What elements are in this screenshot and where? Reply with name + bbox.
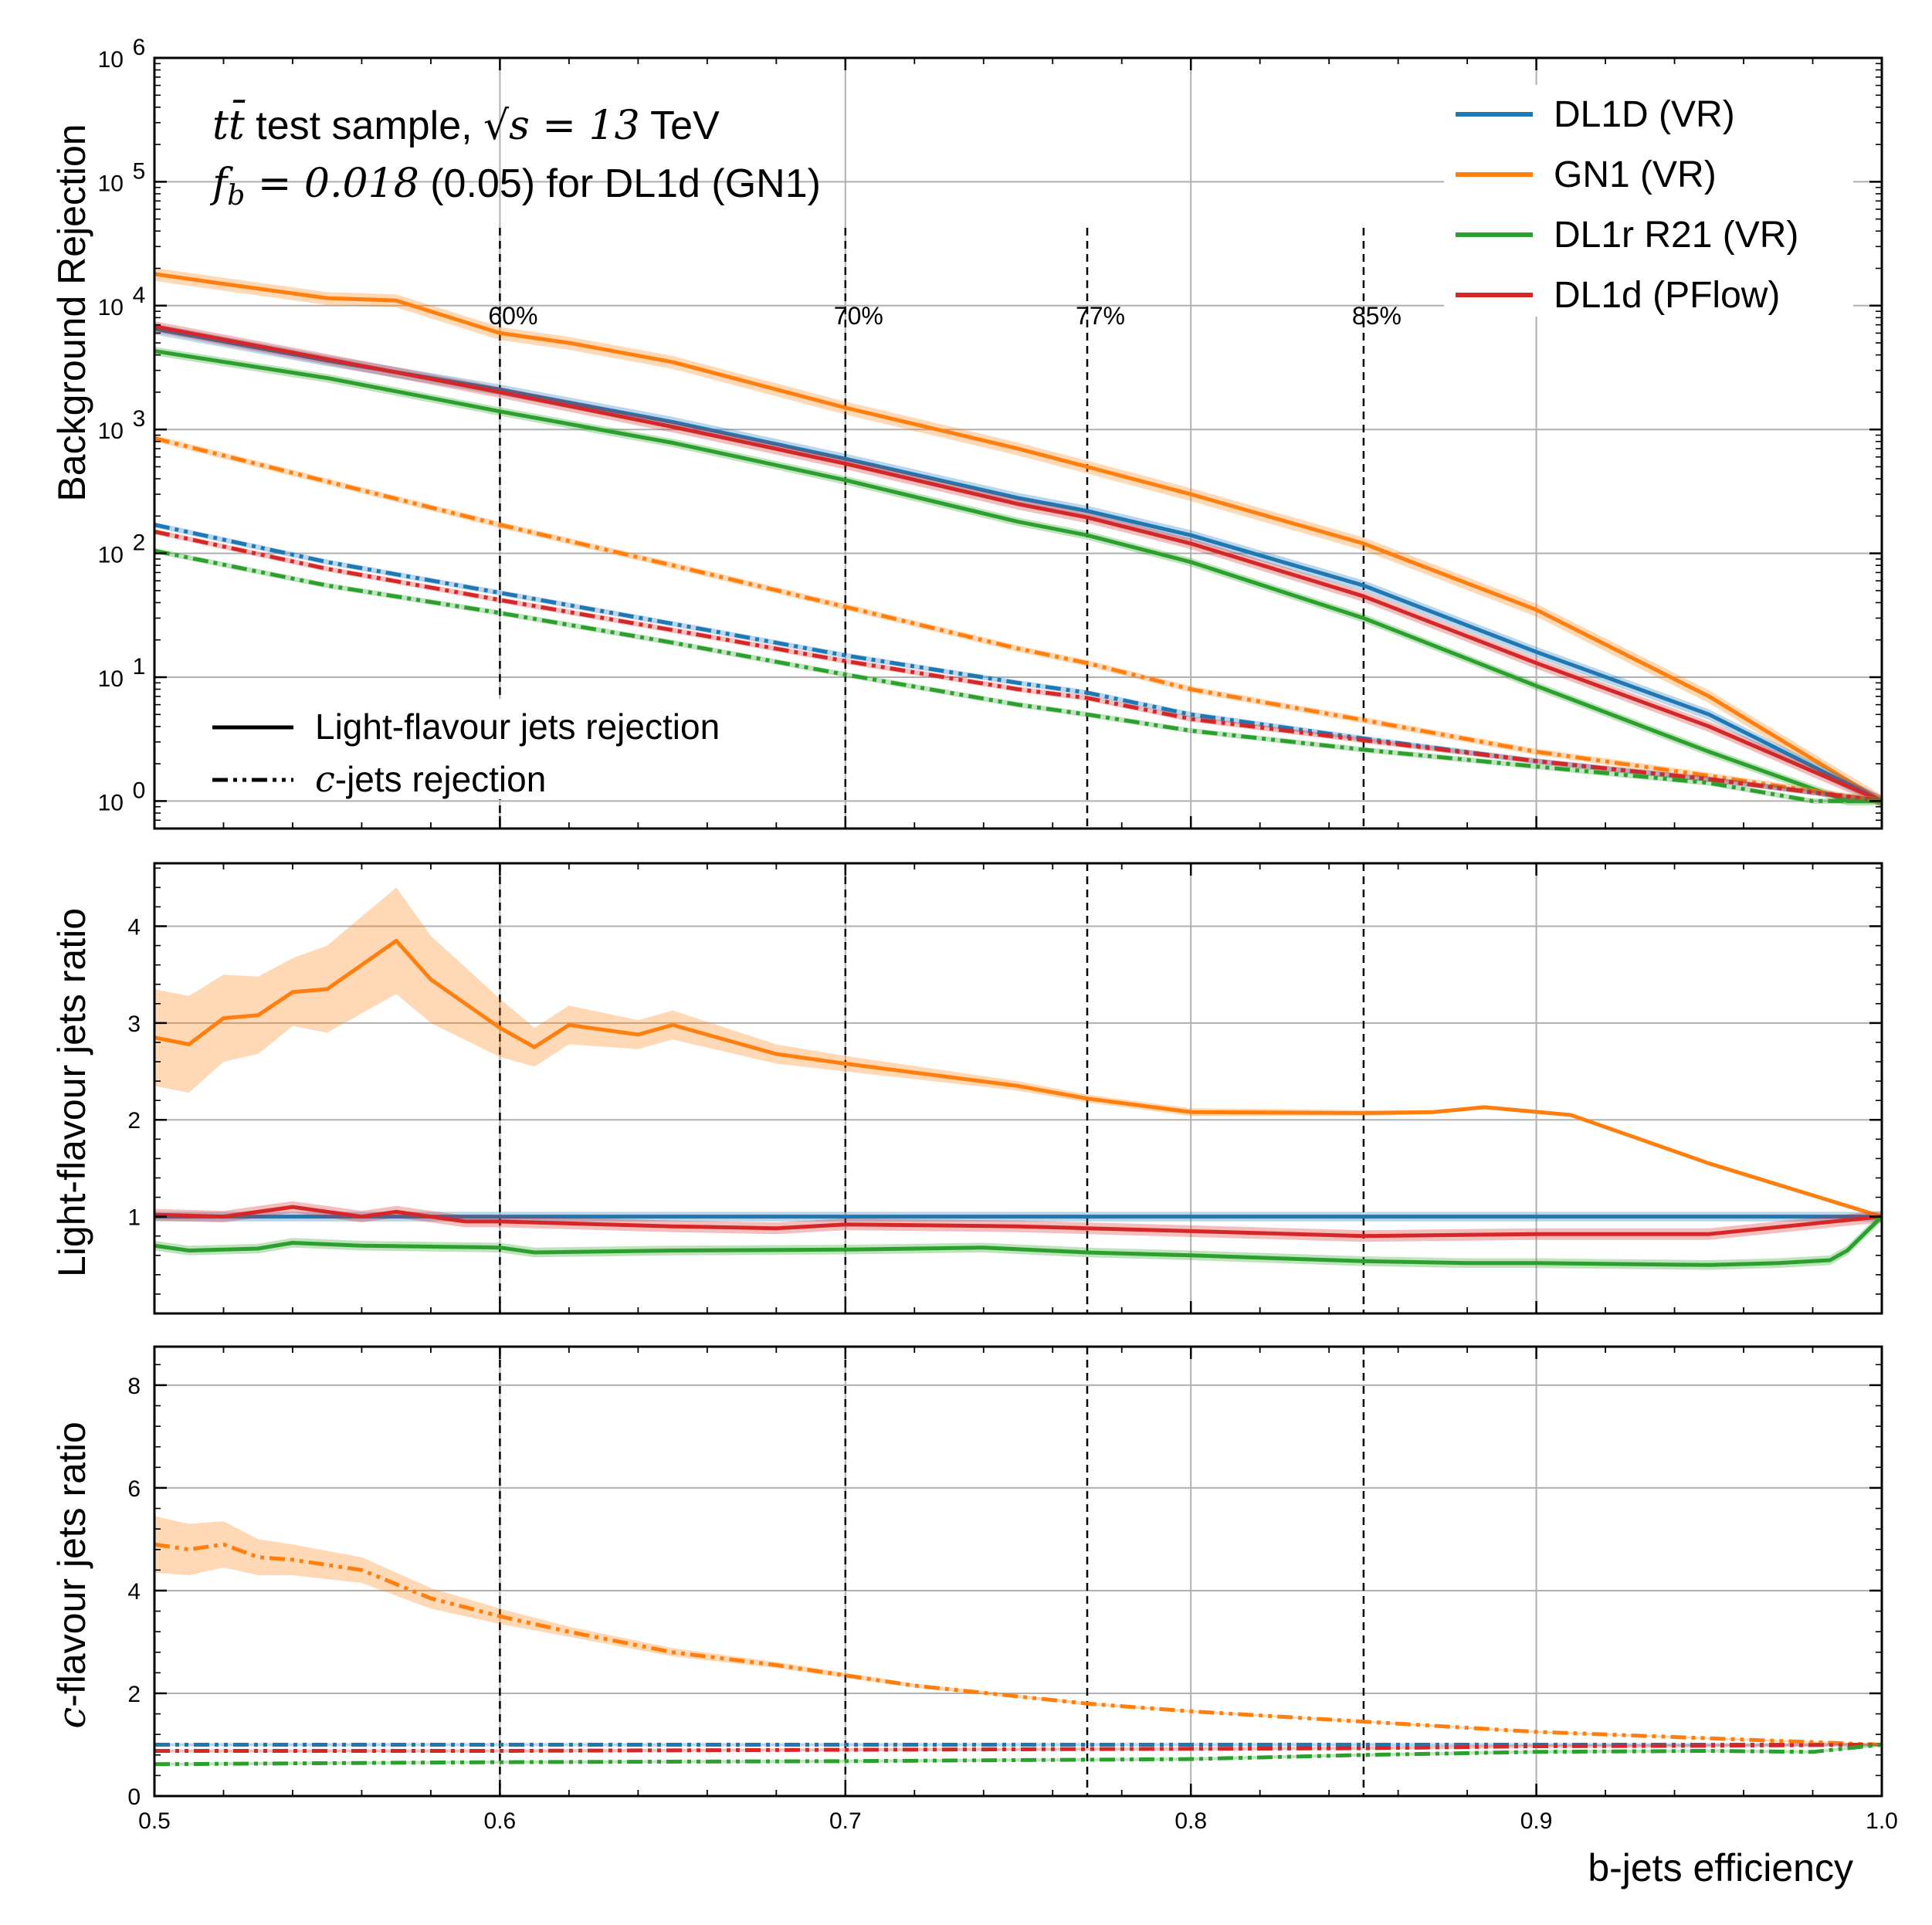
legend-label: DL1d (PFlow): [1554, 275, 1780, 316]
x-tick-label: 0.5: [138, 1808, 171, 1834]
annotation-line-2: fb = 0.018 (0.05) for DL1d (GN1): [209, 161, 821, 212]
y-axis-title-c-italic: c: [49, 1707, 94, 1729]
y-tick-label-exponent: 1: [133, 654, 146, 680]
y-axis-title-light-ratio: Light-flavour jets ratio: [50, 908, 93, 1277]
style-legend: Light-flavour jets rejection c-jets reje…: [174, 699, 720, 800]
working-point-labels: 60% 70% 77% 85%: [488, 302, 1402, 330]
x-axis-title: b-jets efficiency: [1588, 1846, 1853, 1889]
c-ratio-series: [154, 1516, 1882, 1767]
panel-frame-c-ratio: [153, 1345, 1883, 1798]
x-tick-label: 0.9: [1520, 1808, 1553, 1834]
working-point-label: 70%: [834, 302, 883, 330]
y-tick-label: 2: [127, 1108, 141, 1134]
uncertainty-band: [154, 887, 1882, 1219]
y-tick-label: 10: [98, 295, 124, 320]
grid-c-ratio: [154, 1347, 1882, 1796]
legend-background: [1444, 85, 1853, 317]
y-tick-label-exponent: 4: [133, 283, 146, 308]
annotation: tt̄ test sample, √s = 13 TeV fb = 0.018 …: [209, 100, 821, 212]
uncertainty-band: [154, 1516, 1882, 1746]
uncertainty-band: [154, 1743, 1882, 1747]
working-point-label: 77%: [1076, 302, 1125, 330]
y-tick-label: 10: [98, 171, 124, 196]
light-ratio-series: [154, 887, 1882, 1270]
y-tick-label: 10: [98, 47, 124, 73]
y-tick-label: 10: [98, 543, 124, 568]
panel-frame-light-ratio: [153, 862, 1883, 1315]
c-jets-rejection-line: [154, 529, 1882, 803]
c-jets-rejection-line: [154, 436, 1882, 803]
style-legend-solid-label: Light-flavour jets rejection: [315, 707, 720, 747]
annotation-test-sample: test sample,: [245, 103, 483, 148]
c-jets-rejection-line: [154, 548, 1882, 803]
y-tick-label: 10: [98, 666, 124, 692]
style-legend-dashdot-italic: c: [315, 758, 335, 800]
y-axis-title-c-rest: -flavour jets ratio: [50, 1422, 93, 1707]
working-point-label: 85%: [1352, 302, 1402, 330]
y-tick-label-exponent: 3: [133, 406, 146, 432]
light-jets-rejection-line: [154, 1205, 1882, 1239]
x-tick-label: 0.8: [1174, 1808, 1207, 1834]
y-tick-label: 10: [98, 790, 124, 815]
annotation-tev: TeV: [640, 103, 720, 148]
x-tick-label: 0.7: [829, 1808, 862, 1834]
legend-label: DL1r R21 (VR): [1554, 215, 1798, 256]
working-point-label: 60%: [488, 302, 537, 330]
y-tick-label: 10: [98, 419, 124, 444]
x-tick-label: 0.6: [484, 1808, 517, 1834]
legend-label: DL1D (VR): [1554, 94, 1735, 135]
light-jets-rejection-line: [154, 1215, 1882, 1267]
style-legend-background: [174, 699, 622, 799]
y-tick-label-exponent: 2: [133, 530, 146, 556]
light-jets-rejection-line: [154, 324, 1882, 803]
y-tick-label: 0: [127, 1784, 141, 1810]
annotation-fb-rest: (0.05) for DL1d (GN1): [419, 161, 821, 206]
c-jets-rejection-line: [154, 1542, 1882, 1747]
style-legend-dashdot-rest: -jets rejection: [335, 759, 547, 799]
panel-frame-rejection: [153, 56, 1883, 830]
light-jets-rejection-line: [154, 938, 1882, 1218]
y-tick-label: 3: [127, 1012, 141, 1037]
annotation-line-1: tt̄ test sample, √s = 13 TeV: [212, 100, 720, 149]
y-tick-label: 1: [127, 1205, 141, 1231]
y-tick-label: 6: [127, 1476, 141, 1502]
y-axis-title-rejection: Background Rejection: [50, 124, 93, 501]
axis-ticks: 10 0 10 1 10 2 10 3 10 4 10 5 10 6 1 2 3 4 0 2 4 6 8 0.5 0.6 0.7 0…: [98, 35, 1898, 1834]
light-jets-rejection-line: [154, 349, 1882, 803]
annotation-f-sub: b: [227, 180, 245, 212]
annotation-fb-value: = 0.018: [245, 161, 419, 207]
style-legend-dashdot-label: c-jets rejection: [315, 758, 546, 800]
legend: DL1D (VR) GN1 (VR) DL1r R21 (VR) DL1d (PFlo…: [1444, 85, 1853, 317]
x-tick-label: 1.0: [1866, 1808, 1898, 1834]
uncertainty-band: [154, 1201, 1882, 1242]
y-tick-label: 8: [127, 1374, 141, 1399]
legend-label: GN1 (VR): [1554, 154, 1717, 195]
y-tick-label: 4: [127, 1579, 141, 1605]
y-tick-label-exponent: 0: [133, 778, 146, 803]
annotation-sqrt-s: √s = 13: [483, 103, 640, 149]
working-point-lines: [499, 228, 1365, 1796]
annotation-ttbar: tt̄: [212, 100, 246, 149]
c-jets-rejection-line: [154, 1743, 1882, 1767]
rejection-series: [154, 268, 1882, 808]
uncertainty-band: [154, 1212, 1882, 1270]
light-jets-rejection-line: [154, 272, 1882, 803]
y-tick-label-exponent: 5: [133, 158, 146, 184]
y-tick-label: 2: [127, 1682, 141, 1707]
c-jets-rejection-line: [154, 1743, 1882, 1753]
y-tick-label: 4: [127, 914, 141, 940]
uncertainty-band: [154, 1743, 1882, 1753]
y-axis-title-c-ratio: c-flavour jets ratio: [49, 1422, 94, 1729]
y-tick-label-exponent: 6: [133, 35, 146, 60]
